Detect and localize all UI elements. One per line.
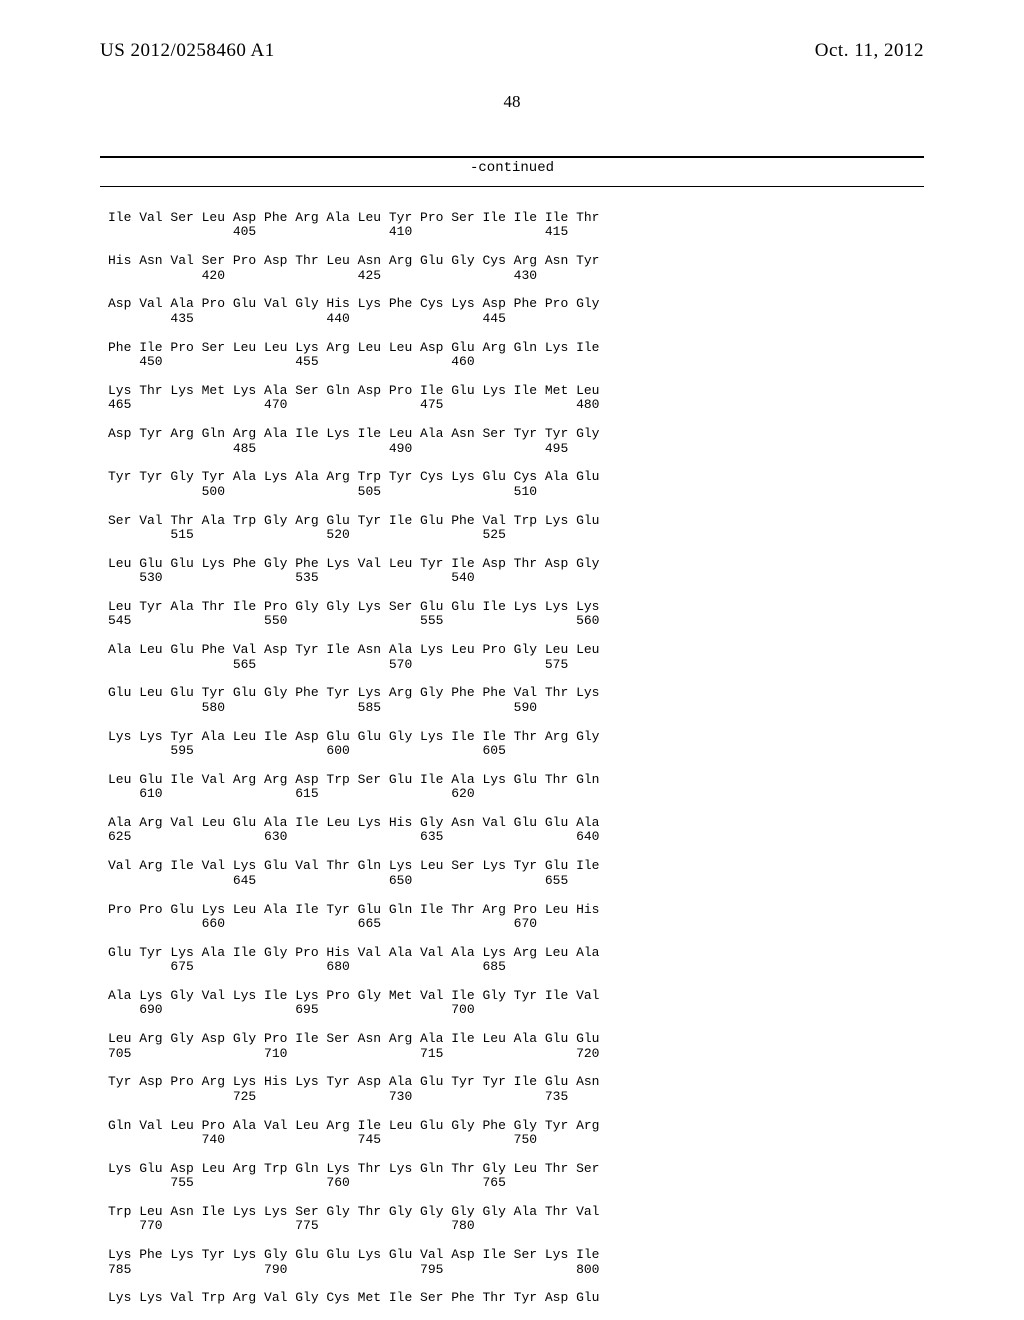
sequence-listing: Ile Val Ser Leu Asp Phe Arg Ala Leu Tyr … (108, 211, 599, 1306)
continued-label: -continued (0, 160, 1024, 176)
rule-bottom (100, 186, 924, 187)
page-number: 48 (0, 92, 1024, 112)
rule-top (100, 156, 924, 158)
publication-number: US 2012/0258460 A1 (100, 40, 275, 62)
publication-date: Oct. 11, 2012 (815, 40, 924, 62)
